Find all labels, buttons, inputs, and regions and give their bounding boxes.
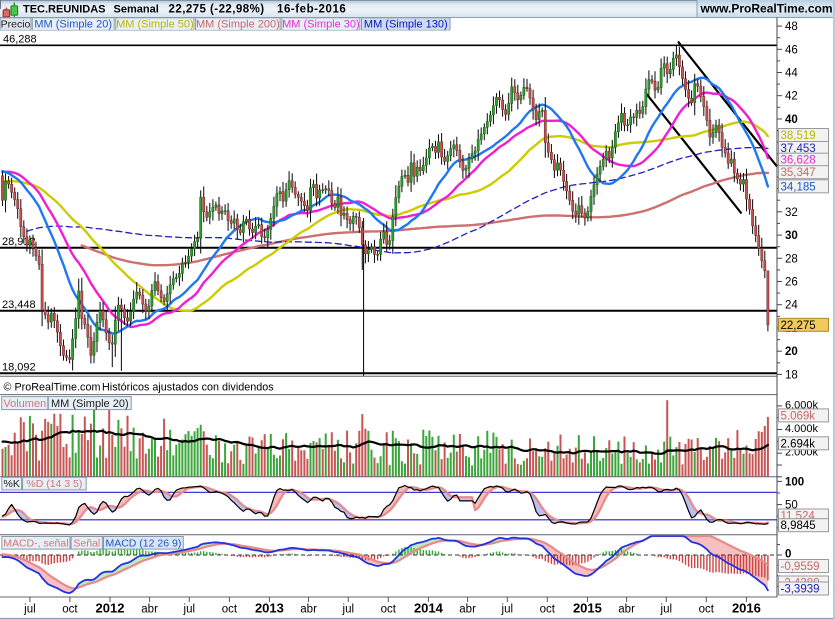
svg-text:42: 42 <box>785 91 798 103</box>
svg-text:www.ProRealTime.com: www.ProRealTime.com <box>699 2 832 16</box>
svg-text:28: 28 <box>785 253 798 265</box>
svg-text:jul: jul <box>660 604 673 616</box>
svg-text:22,275 (-22,98%): 22,275 (-22,98%) <box>169 4 265 16</box>
svg-text:jul: jul <box>183 604 196 616</box>
svg-text:abr: abr <box>618 604 635 616</box>
svg-text:jul: jul <box>23 604 36 616</box>
svg-text:23,448: 23,448 <box>2 299 36 311</box>
svg-text:4.000k: 4.000k <box>785 423 819 435</box>
svg-text:30: 30 <box>785 230 798 242</box>
svg-text:24: 24 <box>785 300 798 312</box>
svg-text:abr: abr <box>141 604 158 616</box>
svg-text:32: 32 <box>785 207 798 219</box>
svg-text:Semanal: Semanal <box>114 4 159 16</box>
svg-text:18: 18 <box>785 369 798 381</box>
svg-text:-3,3939: -3,3939 <box>781 584 820 596</box>
svg-text:Históricos ajustados con divid: Históricos ajustados con dividendos <box>102 381 274 393</box>
svg-text:abr: abr <box>300 604 317 616</box>
svg-text:38,519: 38,519 <box>781 130 816 142</box>
svg-text:46: 46 <box>785 44 798 56</box>
svg-text:Precio: Precio <box>1 18 31 30</box>
svg-text:26: 26 <box>785 277 798 289</box>
svg-text:35,347: 35,347 <box>781 167 816 179</box>
svg-text:MM (Simple 20): MM (Simple 20) <box>34 18 112 30</box>
svg-text:Señal: Señal <box>73 537 100 549</box>
svg-text:20: 20 <box>785 346 798 358</box>
svg-text:jul: jul <box>342 604 355 616</box>
svg-text:MACD (12 26 9): MACD (12 26 9) <box>105 537 181 549</box>
svg-text:abr: abr <box>459 604 476 616</box>
svg-text:2013: 2013 <box>255 601 284 616</box>
svg-text:2016: 2016 <box>732 601 761 616</box>
svg-text:37,453: 37,453 <box>781 143 816 155</box>
svg-text:40: 40 <box>785 114 798 126</box>
svg-text:© ProRealTime.com: © ProRealTime.com <box>4 381 101 393</box>
svg-text:MM (Simple 50): MM (Simple 50) <box>116 18 194 30</box>
svg-text:MACD-, señal: MACD-, señal <box>3 537 68 549</box>
svg-text:MM (Simple 200): MM (Simple 200) <box>196 18 280 30</box>
svg-text:48: 48 <box>785 21 798 33</box>
svg-text:5.069k: 5.069k <box>781 410 816 422</box>
svg-text:44: 44 <box>785 68 798 80</box>
svg-text:MM (Simple 130): MM (Simple 130) <box>364 18 448 30</box>
svg-text:jul: jul <box>501 604 514 616</box>
svg-text:2012: 2012 <box>96 601 125 616</box>
svg-text:2015: 2015 <box>573 601 602 616</box>
svg-text:MM (Simple 30): MM (Simple 30) <box>282 18 360 30</box>
svg-text:%K: %K <box>4 478 20 490</box>
svg-text:Volumen: Volumen <box>3 398 46 410</box>
svg-text:8,9845: 8,9845 <box>781 520 816 532</box>
svg-text:oct: oct <box>381 604 397 616</box>
svg-text:100: 100 <box>785 476 804 488</box>
svg-text:0: 0 <box>785 549 791 561</box>
svg-text:oct: oct <box>699 604 715 616</box>
svg-text:2014: 2014 <box>414 601 444 616</box>
svg-text:46,288: 46,288 <box>3 34 37 46</box>
svg-text:18,092: 18,092 <box>2 361 36 373</box>
svg-text:oct: oct <box>62 604 78 616</box>
svg-text:%D (14 3 5): %D (14 3 5) <box>26 478 82 490</box>
svg-text:oct: oct <box>222 604 238 616</box>
svg-text:34,185: 34,185 <box>781 181 816 193</box>
svg-text:oct: oct <box>540 604 556 616</box>
svg-text:2.694k: 2.694k <box>781 438 816 450</box>
svg-text:TEC.REUNIDAS: TEC.REUNIDAS <box>23 4 106 16</box>
svg-text:36,628: 36,628 <box>781 155 816 167</box>
svg-text:16-feb-2016: 16-feb-2016 <box>277 4 346 16</box>
svg-text:MM (Simple 20): MM (Simple 20) <box>51 398 129 410</box>
svg-text:-0,9559: -0,9559 <box>781 561 820 573</box>
svg-text:22,275: 22,275 <box>781 320 816 332</box>
